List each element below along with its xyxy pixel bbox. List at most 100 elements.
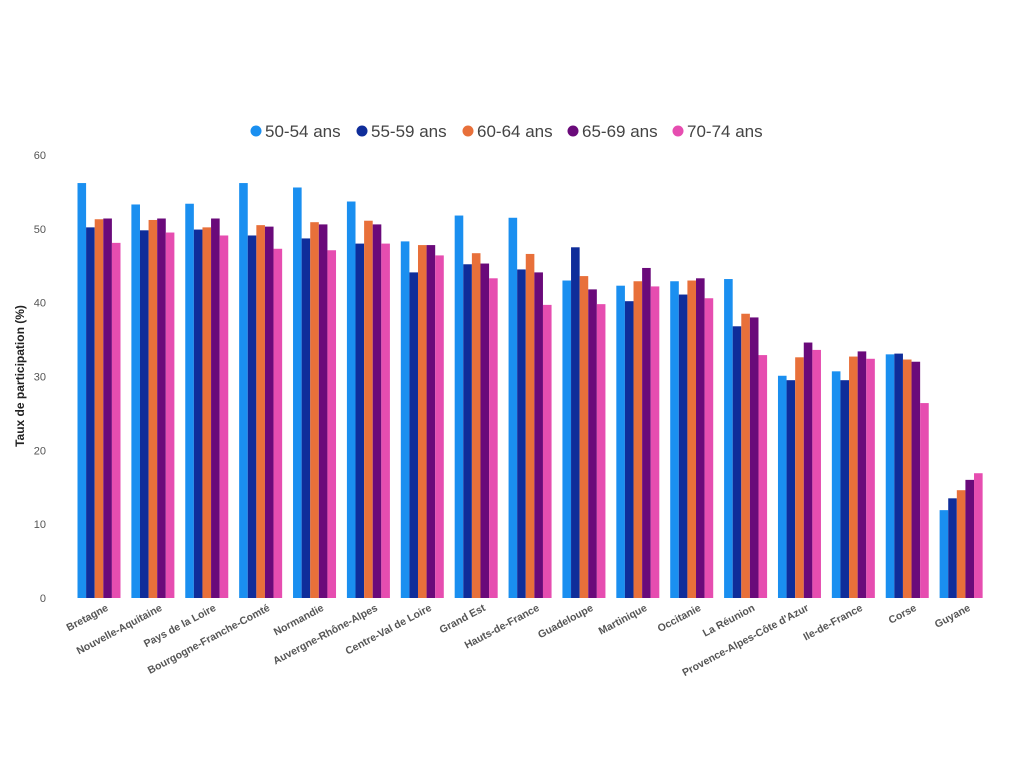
bar-50-54-ans-6 xyxy=(400,241,410,598)
x-category-label: Guyane xyxy=(933,602,973,631)
bar-55-59-ans-16 xyxy=(948,498,957,598)
x-category-label: Bretagne xyxy=(65,602,111,634)
x-category-label: Martinique xyxy=(597,602,650,638)
bar-70-74-ans-2 xyxy=(219,235,229,599)
bar-65-69-ans-1 xyxy=(157,218,166,598)
y-tick-label: 40 xyxy=(34,298,46,310)
bar-65-69-ans-7 xyxy=(480,263,490,598)
bar-55-59-ans-4 xyxy=(301,238,311,598)
bar-60-64-ans-16 xyxy=(956,490,966,598)
bar-70-74-ans-6 xyxy=(435,255,444,598)
legend-label: 60-64 ans xyxy=(477,122,553,141)
y-tick-label: 60 xyxy=(34,150,46,162)
bar-70-74-ans-12 xyxy=(758,355,768,598)
bar-60-64-ans-4 xyxy=(310,222,319,598)
bar-60-64-ans-7 xyxy=(471,253,481,598)
bar-50-54-ans-3 xyxy=(239,183,248,598)
y-tick-label: 10 xyxy=(34,519,46,531)
bar-70-74-ans-8 xyxy=(542,304,552,598)
bar-65-69-ans-14 xyxy=(857,351,867,598)
bar-50-54-ans-15 xyxy=(885,354,895,598)
legend-marker xyxy=(462,125,474,137)
x-category-label: Auvergne-Rhône-Alpes xyxy=(271,602,380,667)
bar-50-54-ans-11 xyxy=(670,281,679,598)
bar-65-69-ans-15 xyxy=(911,361,921,598)
bar-60-64-ans-3 xyxy=(256,225,265,598)
legend-marker xyxy=(672,125,684,137)
bar-50-54-ans-8 xyxy=(508,217,518,598)
bar-55-59-ans-9 xyxy=(571,247,580,599)
bar-65-69-ans-9 xyxy=(588,289,597,598)
bar-70-74-ans-15 xyxy=(920,403,929,598)
bar-65-69-ans-6 xyxy=(426,245,436,598)
bar-50-54-ans-2 xyxy=(185,203,194,599)
bar-55-59-ans-7 xyxy=(463,264,472,598)
bar-55-59-ans-1 xyxy=(139,230,149,598)
bar-70-74-ans-1 xyxy=(165,232,175,598)
y-tick-label: 50 xyxy=(34,224,46,236)
bar-65-69-ans-10 xyxy=(642,267,651,598)
bar-55-59-ans-8 xyxy=(517,269,526,598)
y-tick-label: 20 xyxy=(34,445,46,457)
bar-70-74-ans-13 xyxy=(812,349,821,598)
bar-55-59-ans-10 xyxy=(624,301,634,598)
x-category-label: Occitanie xyxy=(656,602,704,635)
bar-65-69-ans-8 xyxy=(534,272,543,598)
bar-50-54-ans-13 xyxy=(777,375,787,598)
legend-marker xyxy=(567,125,579,137)
bar-65-69-ans-11 xyxy=(696,278,705,598)
bar-65-69-ans-3 xyxy=(264,226,274,598)
bar-70-74-ans-16 xyxy=(974,473,983,598)
bar-50-54-ans-0 xyxy=(77,183,87,598)
bar-55-59-ans-12 xyxy=(732,326,742,598)
bar-70-74-ans-10 xyxy=(650,286,660,598)
bar-65-69-ans-13 xyxy=(803,342,813,598)
bar-50-54-ans-12 xyxy=(724,279,733,598)
bar-55-59-ans-13 xyxy=(786,380,796,598)
y-axis-title: Taux de participation (%) xyxy=(13,305,27,447)
bar-65-69-ans-4 xyxy=(318,224,328,598)
x-category-label: Ile-de-France xyxy=(801,602,864,643)
x-category-label: Corse xyxy=(887,602,919,627)
bar-65-69-ans-5 xyxy=(372,224,382,598)
bar-70-74-ans-5 xyxy=(381,243,390,598)
bar-50-54-ans-16 xyxy=(939,510,949,598)
bar-50-54-ans-4 xyxy=(293,187,302,599)
y-tick-label: 30 xyxy=(34,372,46,384)
bar-50-54-ans-5 xyxy=(346,201,356,598)
bars xyxy=(77,183,983,599)
bar-60-64-ans-10 xyxy=(633,281,643,598)
bar-65-69-ans-12 xyxy=(749,317,759,598)
bar-70-74-ans-0 xyxy=(111,242,121,599)
bar-55-59-ans-14 xyxy=(840,380,850,598)
bar-70-74-ans-11 xyxy=(704,298,714,598)
legend-label: 50-54 ans xyxy=(265,122,341,141)
legend-label: 70-74 ans xyxy=(687,122,763,141)
y-tick-label: 0 xyxy=(40,593,46,605)
bar-55-59-ans-15 xyxy=(894,353,903,598)
legend-marker xyxy=(250,125,262,137)
bar-50-54-ans-7 xyxy=(454,215,464,599)
bar-60-64-ans-14 xyxy=(849,356,858,598)
bar-60-64-ans-8 xyxy=(525,253,535,598)
bar-70-74-ans-7 xyxy=(489,278,498,598)
bar-60-64-ans-2 xyxy=(202,227,212,599)
bar-55-59-ans-0 xyxy=(86,227,95,599)
bar-70-74-ans-14 xyxy=(866,358,875,598)
bar-60-64-ans-9 xyxy=(579,276,589,598)
bar-55-59-ans-2 xyxy=(193,229,203,598)
bar-60-64-ans-12 xyxy=(741,313,750,598)
bar-50-54-ans-10 xyxy=(616,285,625,598)
bar-55-59-ans-6 xyxy=(409,272,418,598)
bar-65-69-ans-2 xyxy=(211,218,220,598)
bar-60-64-ans-5 xyxy=(364,220,373,598)
bar-60-64-ans-13 xyxy=(795,357,804,598)
bar-70-74-ans-3 xyxy=(273,248,283,598)
bar-65-69-ans-0 xyxy=(103,218,112,598)
bar-60-64-ans-11 xyxy=(687,280,697,598)
bar-55-59-ans-3 xyxy=(247,235,257,599)
bar-70-74-ans-9 xyxy=(596,304,606,598)
x-category-label: Guadeloupe xyxy=(536,602,595,641)
